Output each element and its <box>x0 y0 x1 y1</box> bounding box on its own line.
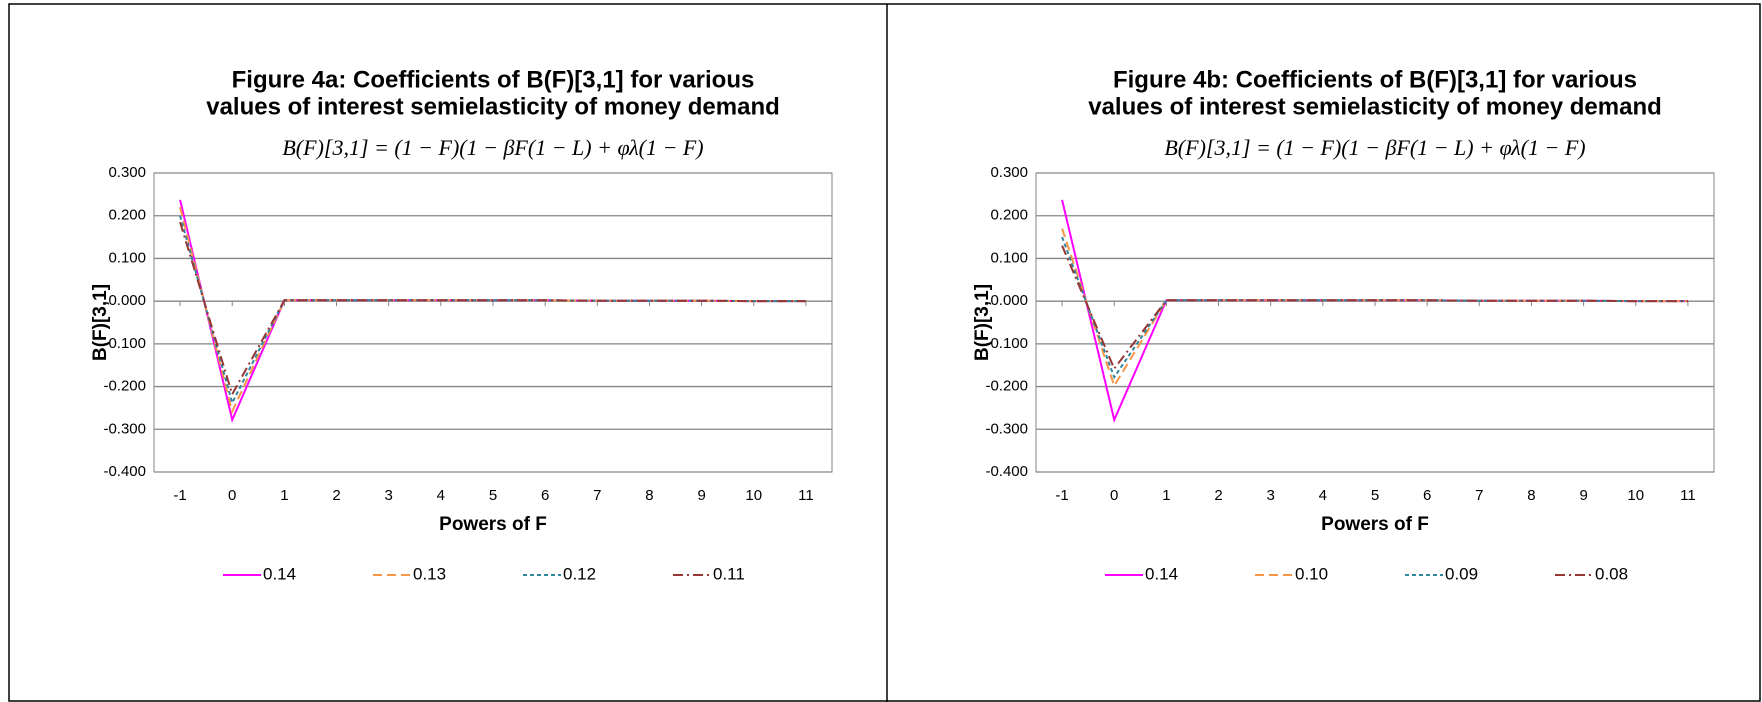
x-tick-label: 11 <box>798 487 814 504</box>
y-tick-label: -0.300 <box>985 420 1028 437</box>
y-tick-label: -0.400 <box>985 463 1028 480</box>
x-tick-label: 9 <box>1579 487 1587 504</box>
equation: B(F)[3,1] = (1 − F)(1 − βF(1 − L) + φλ(1… <box>1164 135 1585 160</box>
legend-label: 0.14 <box>1145 564 1178 583</box>
x-tick-label: 8 <box>645 487 653 504</box>
y-tick-label: 0.200 <box>990 207 1028 224</box>
x-tick-label: 2 <box>1214 487 1222 504</box>
x-tick-label: -1 <box>1055 487 1068 504</box>
x-tick-label: 4 <box>1319 487 1327 504</box>
x-tick-label: 0 <box>228 487 236 504</box>
series-line <box>179 221 806 397</box>
legend-label: 0.14 <box>263 564 296 583</box>
chart-title: values of interest semielasticity of mon… <box>1088 93 1662 120</box>
x-tick-label: 7 <box>593 487 601 504</box>
legend-label: 0.13 <box>413 564 446 583</box>
legend-label: 0.10 <box>1295 564 1328 583</box>
plot-area <box>1035 172 1715 473</box>
plot-area <box>153 172 833 473</box>
x-tick-label: 1 <box>1162 487 1170 504</box>
y-tick-label: 0.200 <box>108 207 146 224</box>
series-line <box>1061 245 1688 371</box>
legend-label: 0.12 <box>563 564 596 583</box>
y-tick-label: -0.200 <box>985 378 1028 395</box>
chart-title: Figure 4a: Coefficients of B(F)[3,1] for… <box>232 66 755 93</box>
x-tick-label: 1 <box>280 487 288 504</box>
legend-label: 0.09 <box>1445 564 1478 583</box>
x-axis-label: Powers of F <box>439 514 547 535</box>
y-tick-label: 0.000 <box>990 292 1028 309</box>
x-tick-label: 4 <box>437 487 445 504</box>
x-tick-label: 11 <box>1680 487 1696 504</box>
y-tick-label: 0.100 <box>990 249 1028 266</box>
x-tick-label: 0 <box>1110 487 1118 504</box>
x-tick-label: -1 <box>173 487 186 504</box>
y-tick-label: 0.000 <box>108 292 146 309</box>
y-tick-label: 0.100 <box>108 249 146 266</box>
y-axis-label: B(F)[3,1] <box>972 284 993 361</box>
x-tick-label: 10 <box>745 487 762 504</box>
y-axis-label: B(F)[3,1] <box>90 284 111 361</box>
equation: B(F)[3,1] = (1 − F)(1 − βF(1 − L) + φλ(1… <box>282 135 703 160</box>
x-tick-label: 10 <box>1627 487 1644 504</box>
y-tick-label: 0.300 <box>108 164 146 181</box>
x-tick-label: 6 <box>1423 487 1431 504</box>
y-tick-label: -0.100 <box>103 335 146 352</box>
x-tick-label: 6 <box>541 487 549 504</box>
x-tick-label: 3 <box>385 487 393 504</box>
table-border <box>8 3 1761 702</box>
x-tick-label: 8 <box>1527 487 1535 504</box>
x-tick-label: 2 <box>332 487 340 504</box>
legend-label: 0.11 <box>713 564 745 583</box>
y-tick-label: 0.300 <box>990 164 1028 181</box>
y-tick-label: -0.400 <box>103 463 146 480</box>
x-axis-label: Powers of F <box>1321 514 1429 535</box>
x-tick-label: 9 <box>697 487 705 504</box>
chart-title: Figure 4b: Coefficients of B(F)[3,1] for… <box>1113 66 1637 93</box>
y-tick-label: -0.200 <box>103 378 146 395</box>
legend-label: 0.08 <box>1595 564 1628 583</box>
x-tick-label: 3 <box>1267 487 1275 504</box>
chart-title: values of interest semielasticity of mon… <box>206 93 780 120</box>
x-tick-label: 5 <box>489 487 497 504</box>
y-tick-label: -0.300 <box>103 420 146 437</box>
x-tick-label: 7 <box>1475 487 1483 504</box>
y-tick-label: -0.100 <box>985 335 1028 352</box>
x-tick-label: 5 <box>1371 487 1379 504</box>
